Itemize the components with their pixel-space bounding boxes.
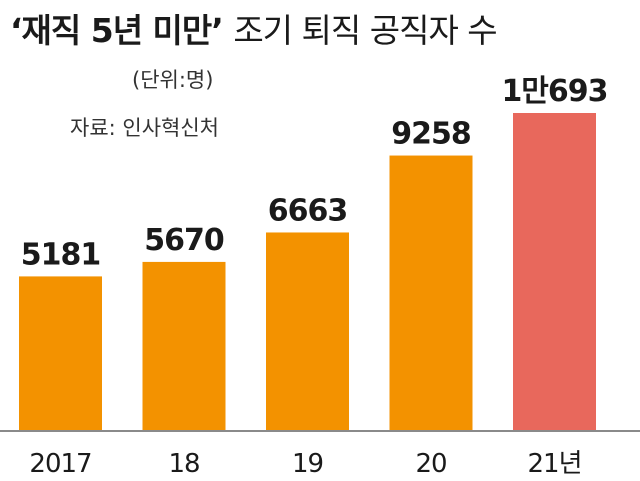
- bar-4: [513, 113, 596, 430]
- x-tick-label-3: 20: [415, 449, 446, 479]
- bar-3: [389, 155, 473, 430]
- bar-value-label-2: 6663: [268, 193, 348, 228]
- x-tick-label-2: 19: [292, 449, 323, 479]
- value-labels-group: 5181 5670 6663 9258 1만693: [21, 74, 609, 272]
- x-tick-label-1: 18: [168, 449, 199, 479]
- bar-value-label-0: 5181: [21, 237, 101, 272]
- x-tick-label-0: 2017: [29, 449, 91, 479]
- chart-title: ‘재직 5년 미만’ 조기 퇴직 공직자 수: [10, 4, 498, 52]
- chart-title-main: ‘재직 5년 미만’: [10, 11, 224, 50]
- unit-label: (단위:명): [132, 68, 214, 92]
- x-tick-labels-group: 2017 18 19 20 21년: [29, 449, 582, 479]
- chart-title-rest: 조기 퇴직 공직자 수: [233, 11, 497, 50]
- bar-value-label-4: 1만693: [501, 74, 607, 109]
- source-label: 자료: 인사혁신처: [70, 116, 219, 140]
- bars-group: [19, 113, 596, 430]
- bar-value-label-3: 9258: [391, 117, 471, 152]
- bar-1: [142, 261, 226, 430]
- x-tick-label-4: 21년: [527, 449, 581, 479]
- bar-0: [19, 276, 102, 430]
- bar-2: [266, 232, 349, 430]
- bar-value-label-1: 5670: [144, 223, 224, 258]
